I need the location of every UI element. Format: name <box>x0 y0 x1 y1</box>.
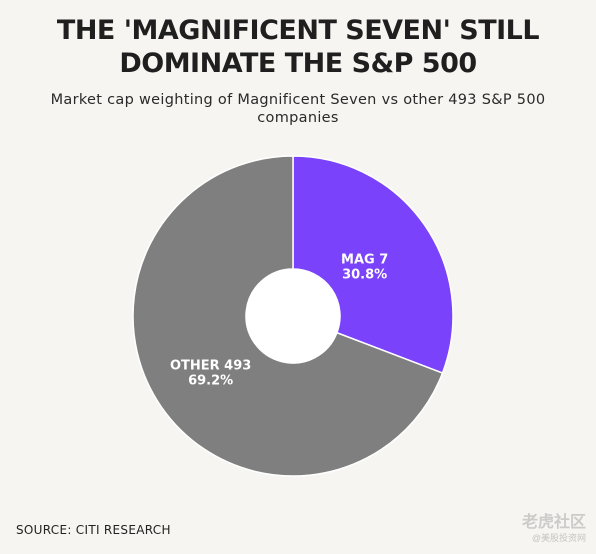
donut-slice-other-493 <box>132 155 444 477</box>
source-note: SOURCE: CITI RESEARCH <box>16 523 171 537</box>
watermark: 老虎社区 @美股投资网 <box>522 512 586 544</box>
chart-subtitle-line-2: companies <box>257 110 339 126</box>
slice-label-other-493: OTHER 493 69.2% <box>170 359 251 389</box>
watermark-sub: @美股投资网 <box>531 533 586 543</box>
chart-subtitle: Market cap weighting of Magnificent Seve… <box>20 91 576 127</box>
chart-title-line-1: THE 'MAGNIFICENT SEVEN' STILL <box>56 15 540 46</box>
chart-title-line-2: DOMINATE THE S&P 500 <box>119 48 477 79</box>
donut-hole <box>246 269 340 363</box>
watermark-main: 老虎社区 <box>521 512 586 531</box>
chart-title: THE 'MAGNIFICENT SEVEN' STILL DOMINATE T… <box>0 14 596 80</box>
slice-label-mag-7: MAG 7 30.8% <box>341 253 388 283</box>
chart-subtitle-line-1: Market cap weighting of Magnificent Seve… <box>50 92 546 108</box>
donut-slice-mag-7 <box>292 155 454 374</box>
